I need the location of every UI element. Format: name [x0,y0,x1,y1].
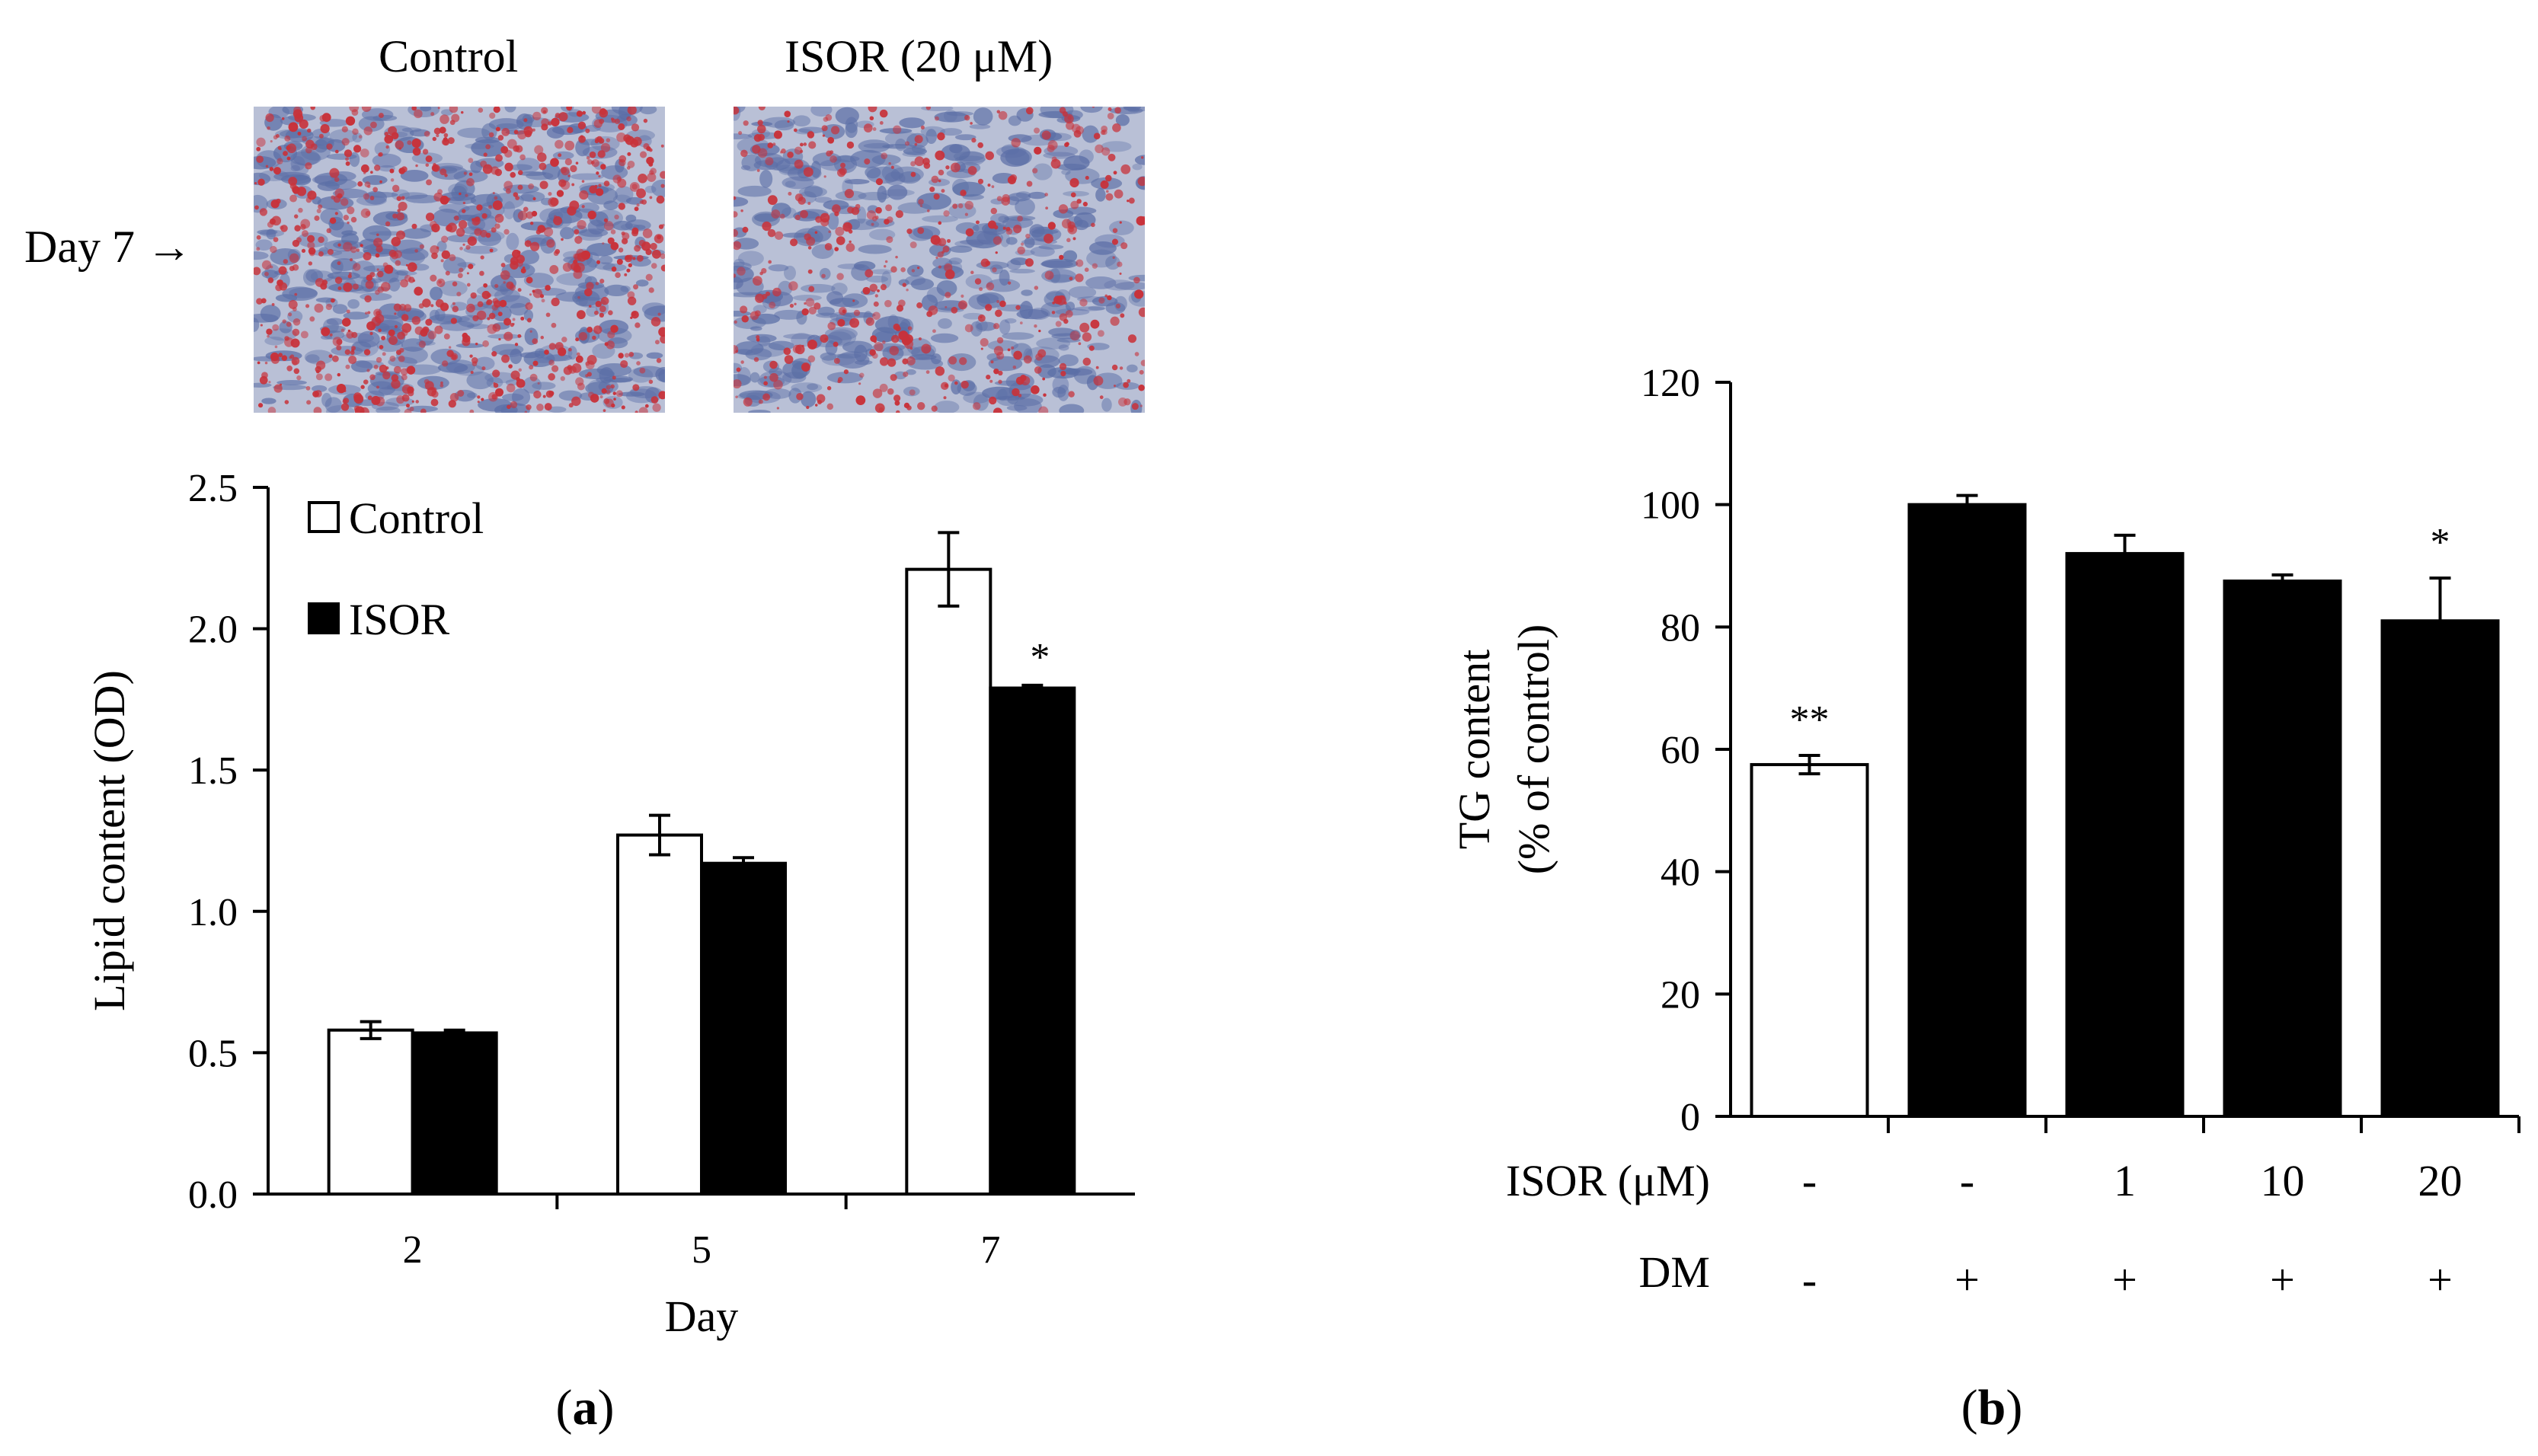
dm-row-label: DM [1639,1247,1710,1297]
significance-marker: ** [1790,698,1830,742]
micrograph-col-label-control: Control [379,31,519,81]
bar-control-day-7 [905,567,993,1196]
significance-marker: * [2431,521,2450,564]
isor-value-label: - [1960,1156,1974,1205]
dm-value-label: - [1802,1255,1817,1304]
isor-value-label: 20 [2418,1156,2463,1205]
y-axis-label: Lipid content (OD) [85,670,134,1011]
y-tick-label: 1.0 [188,891,238,934]
dm-value-label: + [2428,1255,2453,1304]
bar-isor-day-7 [989,686,1076,1196]
legend-swatch-control [308,501,340,533]
isor-value-label: - [1802,1156,1817,1205]
dm-value-label: + [2270,1255,2295,1304]
y-tick-label: 120 [1641,362,1700,405]
bar-isor-day-5 [700,861,787,1196]
y-tick-label: 0.0 [188,1173,238,1217]
x-tick-label: 7 [980,1228,1000,1272]
y-tick-label: 2.0 [188,608,238,652]
micrograph-isor [734,107,1145,413]
bar-condition-1 [1750,763,1869,1118]
x-axis-label: Day [665,1292,739,1341]
panel-caption-a: (a) [556,1380,615,1435]
y-axis-label-line-2: (% of control) [1509,624,1558,875]
bar-control-day-5 [616,833,703,1196]
y-axis-label-line-1: TG content [1450,650,1499,850]
y-tick-label: 60 [1661,729,1700,772]
micrograph-control [254,107,665,413]
bar-condition-4 [2223,580,2342,1118]
bar-condition-5 [2380,619,2500,1118]
dm-value-label: + [2112,1255,2137,1304]
y-tick-label: 0.5 [188,1032,238,1075]
y-tick-label: 80 [1661,606,1700,650]
isor-value-label: 1 [2114,1156,2136,1205]
y-tick-label: 0 [1680,1096,1700,1139]
micrograph-col-label-isor: ISOR (20 μM) [785,31,1053,81]
x-tick-label: 2 [403,1228,423,1272]
isor-row-label: ISOR (μM) [1506,1156,1710,1205]
panel-caption-b: (b) [1961,1380,2023,1435]
bar-condition-3 [2065,551,2185,1118]
bar-isor-day-2 [411,1031,498,1196]
dm-value-label: + [1955,1255,1980,1304]
significance-marker: * [1030,636,1050,679]
micrograph-row-label: Day 7 → [24,222,192,272]
y-tick-label: 100 [1641,484,1700,528]
chart-tg-content: 0 20 40 60 80 100 120 ** - - - +1 +10 + * 20 + ISOR (μM) D… [1450,362,2520,1304]
y-tick-label: 20 [1661,973,1700,1017]
legend-label-control: Control [349,493,484,543]
bar-control-day-2 [327,1028,414,1196]
legend-swatch-isor [308,602,340,634]
y-tick-label: 1.5 [188,749,238,793]
x-tick-label: 5 [692,1228,711,1272]
y-tick-label: 40 [1661,851,1700,895]
isor-value-label: 10 [2261,1156,2305,1205]
y-tick-label: 2.5 [188,467,238,510]
legend-label-isor: ISOR [349,595,449,644]
bar-condition-2 [1907,503,2027,1118]
chart-lipid-content: 0.0 0.5 1.0 1.5 2.0 2.5 2 5 7 * Day Lipid content (… [85,467,1135,1341]
